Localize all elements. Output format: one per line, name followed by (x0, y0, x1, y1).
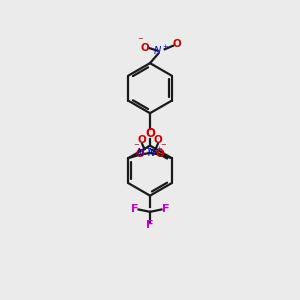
Text: O: O (172, 39, 181, 49)
Text: $^{-}$: $^{-}$ (133, 142, 140, 152)
Text: F: F (162, 205, 169, 214)
Text: O: O (145, 127, 155, 140)
Text: $N^+$: $N^+$ (147, 146, 164, 159)
Text: F: F (146, 220, 154, 230)
Text: $^{-}$: $^{-}$ (160, 142, 167, 152)
Text: O: O (138, 135, 146, 146)
Text: F: F (131, 205, 138, 214)
Text: O: O (154, 135, 162, 146)
Text: O: O (155, 149, 164, 159)
Text: $N^+$: $N^+$ (153, 44, 169, 57)
Text: O: O (141, 43, 149, 53)
Text: O: O (136, 149, 145, 159)
Text: $N^+$: $N^+$ (136, 146, 153, 159)
Text: $^{-}$: $^{-}$ (137, 36, 144, 46)
